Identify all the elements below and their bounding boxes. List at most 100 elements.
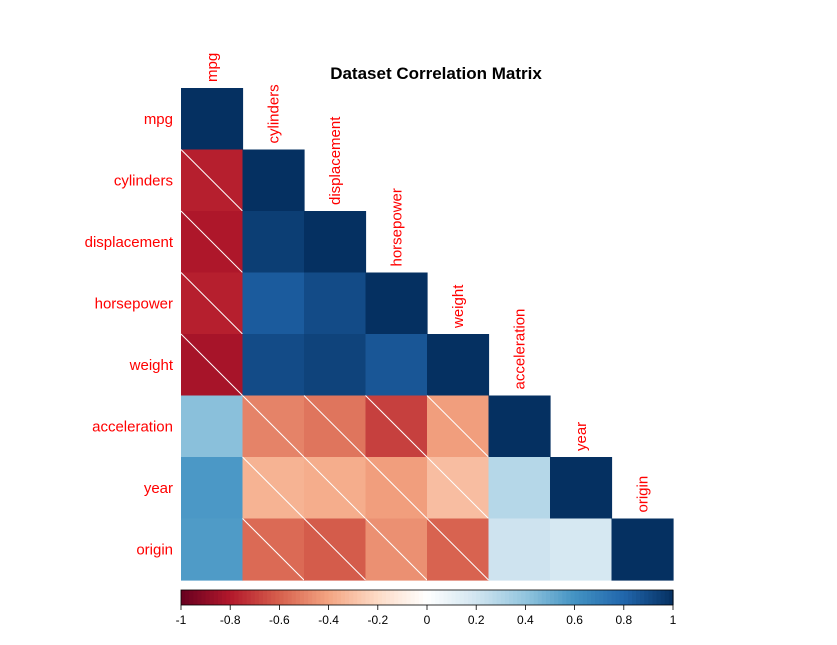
legend-swatch [308,590,313,605]
legend-swatch [304,590,309,605]
cell-acceleration-acceleration [488,395,551,458]
legend-swatch [484,590,490,605]
legend-swatch [664,590,670,605]
legend-swatch [197,590,203,605]
cell-horsepower-displacement [304,272,367,335]
legend-swatch [578,590,584,605]
hatch-origin-horsepower [365,518,428,581]
cell-weight-horsepower [365,334,428,397]
col-label-cylinders: cylinders [265,84,282,143]
legend-swatch [591,590,596,605]
chart-title: Dataset Correlation Matrix [330,64,542,83]
legend-swatch [611,590,617,605]
row-label-acceleration: acceleration [92,418,173,435]
legend-swatch [521,590,526,605]
col-label-displacement: displacement [327,116,344,205]
legend-swatch [209,590,215,605]
legend-swatch [414,590,420,605]
hatch-acceleration-weight [426,395,489,458]
legend-swatch [451,590,457,605]
cell-cylinders-cylinders [242,149,305,212]
legend-tick-label: 0 [424,613,431,627]
legend-swatch [582,590,588,605]
legend-swatch [443,590,449,605]
legend-swatch [648,590,654,605]
cell-displacement-cylinders [242,211,305,274]
legend-tick-label: -0.4 [318,613,339,627]
legend-swatch [439,590,444,605]
cell-horsepower-cylinders [242,272,305,335]
legend-swatch [640,590,645,605]
legend-swatch [656,590,662,605]
hatch-displacement-mpg [180,210,243,273]
matrix-cells [180,88,674,581]
legend-swatch [193,590,198,605]
legend-swatch [369,590,375,605]
legend-swatch [595,590,600,605]
legend-swatch [254,590,260,605]
legend-swatch [492,590,498,605]
hatch-year-displacement [303,456,366,519]
legend-tick-label: -0.8 [220,613,241,627]
legend-swatch [345,590,350,605]
legend-swatch [361,590,367,605]
legend-swatch [599,590,604,605]
legend-swatch [644,590,649,605]
legend-swatch [660,590,666,605]
legend-swatch [250,590,256,605]
legend-swatch [468,590,473,605]
hatch-origin-cylinders [242,518,305,581]
legend-swatch [377,590,383,605]
legend-swatch [636,590,641,605]
hatch-acceleration-displacement [303,395,366,458]
legend-swatch [504,590,510,605]
col-label-weight: weight [450,284,467,329]
legend-tick-label: -0.2 [367,613,388,627]
legend-swatch [353,590,358,605]
row-label-origin: origin [136,541,173,558]
legend-swatch [386,590,391,605]
col-label-year: year [573,422,590,451]
legend-swatch [525,590,531,605]
legend-swatch [496,590,502,605]
legend-tick-label: 0.6 [566,613,583,627]
legend-swatch [181,590,186,605]
legend-swatch [517,590,522,605]
legend-swatch [459,590,465,605]
legend-swatch [427,590,432,605]
legend-swatch [267,590,272,605]
legend-swatch [566,590,572,605]
legend-swatch [373,590,379,605]
cell-year-acceleration [488,457,551,520]
legend-swatch [332,590,338,605]
legend-swatch [586,590,592,605]
hatch-year-horsepower [365,456,428,519]
cell-origin-origin [611,518,674,581]
legend-swatch [619,590,625,605]
row-label-weight: weight [129,357,174,374]
legend-tick-label: 0.2 [468,613,485,627]
cell-displacement-displacement [304,211,367,274]
legend-swatch [390,590,395,605]
cell-mpg-mpg [181,88,244,151]
cell-year-year [550,457,613,520]
legend-swatch [394,590,399,605]
color-legend: -1 -0.8 -0.6 -0.4 -0.2 0 0.2 0.4 0.6 0.8 1 [176,589,677,627]
cell-weight-cylinders [242,334,305,397]
legend-swatch [623,590,629,605]
legend-swatch [230,590,235,605]
legend-swatch [217,590,223,605]
legend-swatch [213,590,219,605]
legend-swatch [480,590,485,605]
legend-swatch [246,590,252,605]
legend-swatch [447,590,453,605]
legend-swatch [627,590,633,605]
column-labels: mpg cylinders displacement horsepower weight… [204,53,652,513]
legend-swatch [607,590,613,605]
legend-swatch [488,590,494,605]
legend-swatch [271,590,276,605]
cell-weight-weight [427,334,490,397]
legend-swatch [541,590,547,605]
legend-swatch [340,590,346,605]
